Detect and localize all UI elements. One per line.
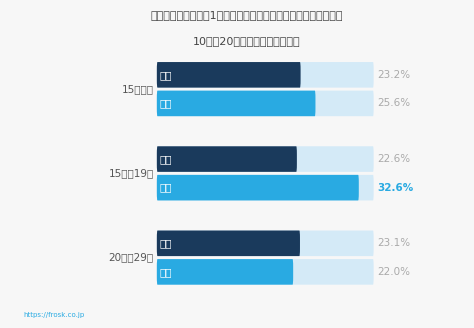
Text: 20歳〜29歳: 20歳〜29歳 xyxy=(109,253,154,263)
Text: 10代、20代の年齢別・性別割合: 10代、20代の年齢別・性別割合 xyxy=(192,36,301,46)
Text: 男性: 男性 xyxy=(160,238,172,248)
FancyBboxPatch shape xyxy=(157,62,374,88)
FancyBboxPatch shape xyxy=(157,175,359,200)
Text: 25.6%: 25.6% xyxy=(377,98,410,109)
Text: 男性: 男性 xyxy=(160,154,172,164)
Text: 15歳〜19歳: 15歳〜19歳 xyxy=(109,168,154,178)
FancyBboxPatch shape xyxy=(157,259,374,285)
FancyBboxPatch shape xyxy=(157,231,300,256)
FancyBboxPatch shape xyxy=(157,231,374,256)
FancyBboxPatch shape xyxy=(157,62,301,88)
Text: 23.1%: 23.1% xyxy=(377,238,410,248)
FancyBboxPatch shape xyxy=(157,259,293,285)
FancyBboxPatch shape xyxy=(157,91,316,116)
FancyBboxPatch shape xyxy=(157,91,374,116)
Text: 男性: 男性 xyxy=(160,70,172,80)
Text: 23.2%: 23.2% xyxy=(377,70,410,80)
Text: 女性: 女性 xyxy=(160,267,172,277)
FancyBboxPatch shape xyxy=(157,146,374,172)
Text: 22.0%: 22.0% xyxy=(377,267,410,277)
Text: 32.6%: 32.6% xyxy=(377,183,413,193)
Text: 女性: 女性 xyxy=(160,98,172,109)
Text: くそアプリ認定要因1位を「強制終了したり固まる」と回答した: くそアプリ認定要因1位を「強制終了したり固まる」と回答した xyxy=(150,10,343,20)
FancyBboxPatch shape xyxy=(157,146,297,172)
Text: 15歳未満: 15歳未満 xyxy=(122,84,154,94)
Text: https://frosk.co.jp: https://frosk.co.jp xyxy=(24,312,85,318)
Text: 女性: 女性 xyxy=(160,183,172,193)
Text: 22.6%: 22.6% xyxy=(377,154,410,164)
FancyBboxPatch shape xyxy=(157,175,374,200)
